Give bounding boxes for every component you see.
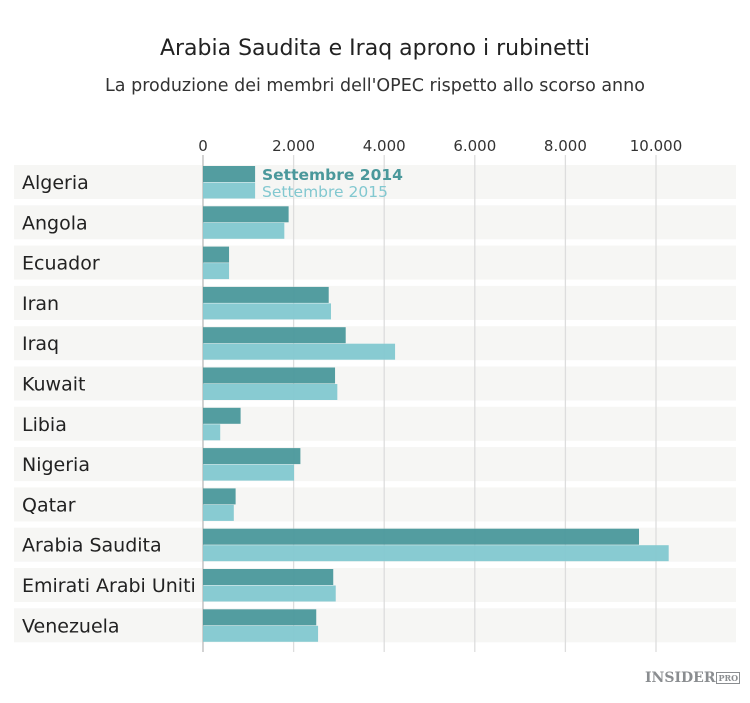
bar-2015: [203, 384, 338, 400]
category-label: Nigeria: [22, 454, 90, 476]
bar-2015: [203, 343, 396, 360]
bar-2014: [203, 407, 241, 424]
category-label: Venezuela: [22, 615, 120, 637]
category-label: Angola: [22, 212, 88, 234]
x-tick-label: 8.000: [544, 137, 587, 155]
bar-2015: [203, 625, 319, 642]
row-band: [14, 245, 736, 280]
bar-2015: [203, 222, 285, 239]
bar-2015: [203, 424, 221, 441]
category-label: Algeria: [22, 172, 89, 194]
x-tick-label: 0: [198, 137, 208, 155]
bar-2014: [203, 488, 236, 505]
bar-2015: [203, 504, 234, 521]
bar-2015: [203, 303, 331, 320]
bar-2014: [203, 327, 346, 344]
x-tick-label: 4.000: [363, 137, 406, 155]
row-band: [14, 487, 736, 522]
category-label: Emirati Arabi Uniti: [22, 575, 196, 597]
category-label: Kuwait: [22, 374, 85, 396]
bar-2015: [203, 182, 256, 199]
bar-2015: [203, 585, 336, 602]
bar-2014: [203, 166, 256, 182]
row-band: [14, 165, 736, 199]
legend-entry: Settembre 2014: [262, 166, 403, 184]
row-band: [14, 406, 736, 441]
category-label: Arabia Saudita: [22, 535, 162, 557]
bar-2014: [203, 609, 317, 626]
bar-2015: [203, 545, 669, 562]
category-label: Qatar: [22, 494, 76, 516]
row-band: [14, 285, 736, 320]
row-band: [14, 366, 736, 401]
bar-2015: [203, 263, 230, 280]
category-label: Iran: [22, 293, 59, 315]
x-tick-label: 10.000: [630, 137, 683, 155]
insider-pro-logo: INSIDER PRO: [645, 670, 741, 686]
bar-2014: [203, 246, 230, 263]
x-tick-label: 2.000: [272, 137, 315, 155]
bar-2014: [203, 367, 336, 384]
logo-text: INSIDER: [645, 670, 716, 686]
logo-badge: PRO: [716, 672, 741, 684]
row-band: [14, 447, 736, 482]
bar-2014: [203, 569, 334, 585]
row-band: [14, 205, 736, 240]
chart-subtitle: La produzione dei membri dell'OPEC rispe…: [105, 76, 645, 96]
row-band: [14, 608, 736, 643]
category-label: Ecuador: [22, 253, 100, 275]
bar-2014: [203, 448, 301, 465]
legend-entry: Settembre 2015: [262, 183, 388, 201]
bar-2014: [203, 206, 289, 223]
chart-title: Arabia Saudita e Iraq aprono i rubinetti: [159, 36, 591, 61]
x-tick-label: 6.000: [453, 137, 496, 155]
bar-2014: [203, 528, 640, 545]
category-label: Iraq: [22, 333, 59, 355]
bar-2015: [203, 464, 295, 481]
row-band: [14, 568, 736, 602]
bar-2014: [203, 286, 329, 303]
category-label: Libia: [22, 414, 67, 436]
